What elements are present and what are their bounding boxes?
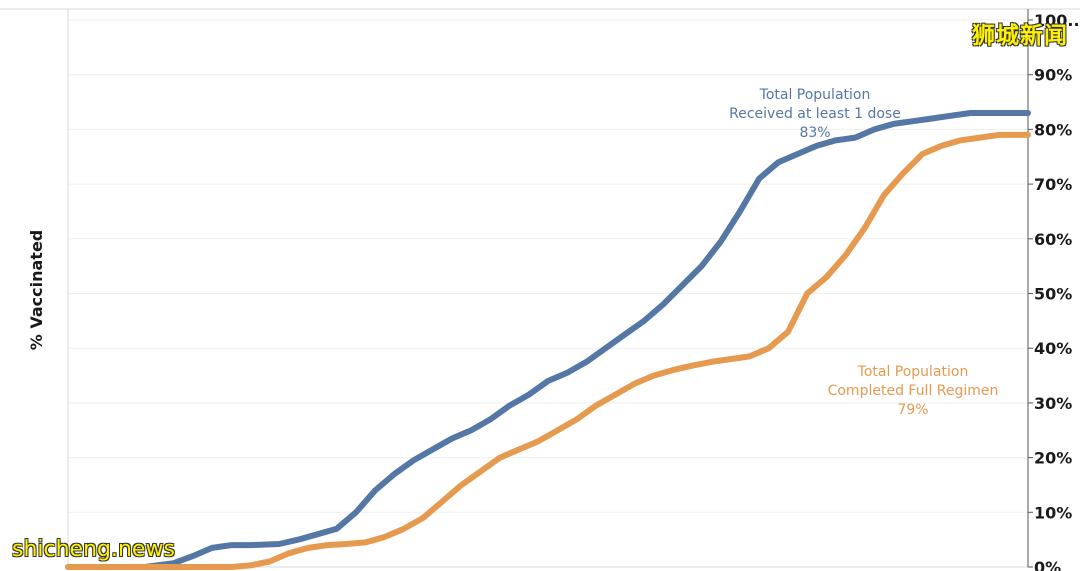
watermark-bottom-left: shicheng.news <box>12 537 175 562</box>
y-tick-label: 70% <box>1034 175 1072 194</box>
series-line-at-least-1-dose <box>65 110 1031 570</box>
y-tick-label: 50% <box>1034 285 1072 304</box>
y-axis-label: % Vaccinated <box>27 230 46 351</box>
y-tick-label: 20% <box>1034 449 1072 468</box>
annotation-line: 83% <box>799 125 830 141</box>
y-tick-label: 0% <box>1034 558 1061 571</box>
annotation-at-least-1-dose: Total Population Received at least 1 dose… <box>729 87 901 141</box>
y-tick-label: 40% <box>1034 339 1072 358</box>
annotation-line: Total Population <box>759 87 871 103</box>
annotations: Total Population Received at least 1 dose… <box>729 87 998 418</box>
watermark-top-right: 狮城新闻 <box>972 23 1068 49</box>
gridlines <box>68 19 1028 513</box>
y-tick-label: 30% <box>1034 394 1072 413</box>
y-tick-label: 90% <box>1034 66 1072 85</box>
annotation-full-regimen: Total Population Completed Full Regimen 79… <box>828 364 999 418</box>
y-axis-ticks: 0% 10% 20% 30% 40% 50% 60% 70% 80% 90% 100... <box>1027 9 1080 571</box>
y-tick-label: 80% <box>1034 120 1072 139</box>
y-tick-label: 100... <box>1034 11 1080 30</box>
annotation-line: Received at least 1 dose <box>729 106 901 122</box>
annotation-line: 79% <box>897 402 928 418</box>
y-tick-label: 60% <box>1034 230 1072 249</box>
y-tick-label: 10% <box>1034 503 1072 522</box>
annotation-line: Total Population <box>857 364 969 380</box>
annotation-line: Completed Full Regimen <box>828 383 999 399</box>
series-lines <box>65 110 1031 570</box>
series-line-full-regimen <box>65 131 1031 570</box>
